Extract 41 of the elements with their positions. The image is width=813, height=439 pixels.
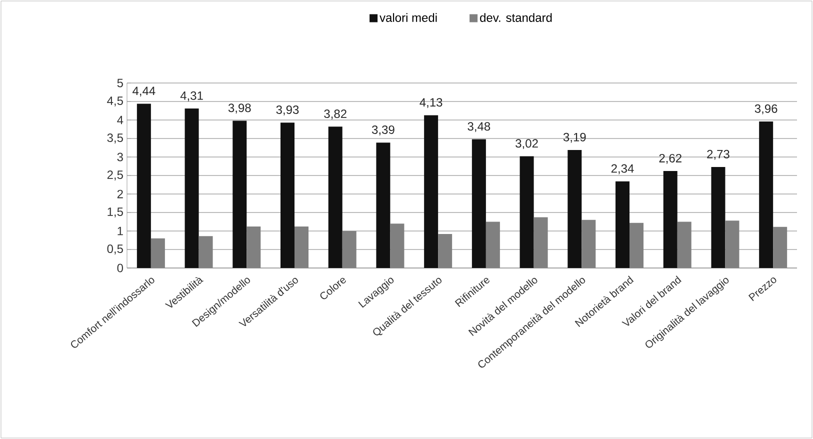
bar bbox=[759, 121, 774, 268]
bar bbox=[232, 120, 247, 268]
bar bbox=[568, 150, 582, 268]
data-label: 3,93 bbox=[276, 105, 299, 116]
legend-label: dev. standard bbox=[480, 13, 552, 22]
bar bbox=[376, 142, 390, 268]
bar bbox=[136, 104, 151, 268]
y-tick-label: 4,5 bbox=[107, 96, 123, 106]
data-label: 3,82 bbox=[324, 110, 346, 120]
bar bbox=[663, 171, 678, 268]
data-label: 3,39 bbox=[372, 125, 394, 136]
y-tick-label: 1,5 bbox=[108, 208, 123, 218]
bar bbox=[280, 122, 295, 268]
y-tick-label: 3 bbox=[117, 152, 123, 162]
data-label: 3,96 bbox=[754, 104, 778, 114]
y-tick-label: 2 bbox=[117, 190, 123, 198]
bar bbox=[520, 156, 534, 268]
data-label: 2,34 bbox=[611, 164, 634, 174]
data-label: 2,73 bbox=[707, 150, 730, 160]
data-label: 4,44 bbox=[132, 86, 156, 97]
data-label: 3,48 bbox=[468, 122, 490, 132]
data-label: 2,62 bbox=[659, 154, 682, 164]
y-tick-label: 1 bbox=[118, 226, 123, 236]
y-tick-label: 4 bbox=[117, 116, 124, 124]
data-label: 4,13 bbox=[420, 98, 442, 108]
legend-label: valori medi bbox=[380, 13, 437, 22]
data-label: 4,31 bbox=[180, 91, 203, 102]
bar bbox=[472, 139, 486, 268]
y-tick-label: 0,5 bbox=[107, 244, 123, 254]
bar bbox=[424, 115, 438, 268]
data-label: 3,19 bbox=[563, 132, 586, 143]
bar bbox=[616, 181, 630, 268]
bar bbox=[711, 166, 726, 268]
y-tick-label: 5 bbox=[117, 78, 123, 88]
y-tick-label: 2,5 bbox=[107, 170, 123, 180]
bar bbox=[328, 126, 342, 268]
y-tick-label: 0 bbox=[117, 264, 124, 272]
data-label: 3,98 bbox=[228, 104, 251, 114]
y-tick-label: 3,5 bbox=[107, 134, 123, 144]
bar bbox=[184, 108, 199, 268]
data-label: 3,02 bbox=[516, 139, 538, 150]
